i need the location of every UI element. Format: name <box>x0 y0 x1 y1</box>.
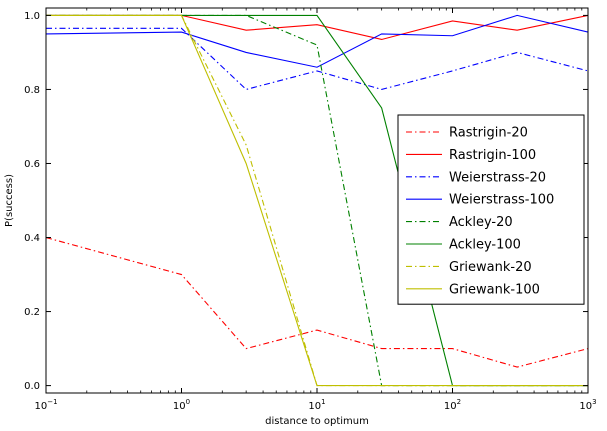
series-line-1 <box>46 14 588 41</box>
series-line-3 <box>46 14 588 68</box>
y-tick-label: 0.0 <box>24 381 40 392</box>
x-tick-base: 10 <box>579 401 592 412</box>
legend-label: Griewank-100 <box>449 282 540 297</box>
x-tick-label: 102 <box>444 398 461 412</box>
y-tick-label: 0.2 <box>24 307 40 318</box>
legend-box <box>397 114 585 305</box>
x-tick-exponent: 3 <box>592 398 596 406</box>
x-tick-base: 10 <box>173 401 186 412</box>
x-tick-base: 10 <box>308 401 321 412</box>
x-tick-label: 100 <box>173 398 190 412</box>
x-axis-label: distance to optimum <box>265 416 369 427</box>
x-tick-base: 10 <box>34 401 47 412</box>
legend-label: Weierstrass-100 <box>449 193 554 208</box>
x-tick-exponent: −1 <box>47 398 57 406</box>
x-tick-label: 10−1 <box>34 398 57 412</box>
series-line-2 <box>46 27 588 91</box>
y-tick-label: 0.4 <box>24 233 40 244</box>
x-tick-label: 101 <box>308 398 325 412</box>
legend-label: Weierstrass-20 <box>449 170 546 185</box>
y-tick-label: 0.8 <box>24 85 40 96</box>
legend: Rastrigin-20 Rastrigin-100 Weierstrass-20 W… <box>397 114 585 305</box>
series-line-7 <box>46 14 588 387</box>
y-axis-label: P(success) <box>4 174 15 227</box>
legend-label: Griewank-20 <box>449 260 532 275</box>
legend-label: Ackley-20 <box>449 215 513 230</box>
x-tick-exponent: 1 <box>321 398 325 406</box>
y-tick-label: 1.0 <box>24 11 40 22</box>
y-tick-label: 0.6 <box>24 159 40 170</box>
legend-label: Ackley-100 <box>449 238 521 253</box>
y-axis: 0.0 0.2 0.4 0.6 0.8 1.0 <box>24 11 588 392</box>
x-tick-exponent: 2 <box>457 398 461 406</box>
x-axis: 10−1 100 101 102 103 <box>34 8 597 412</box>
series-layer <box>46 14 588 387</box>
legend-label: Rastrigin-100 <box>449 148 536 163</box>
legend-label: Rastrigin-20 <box>449 126 528 141</box>
x-tick-label: 103 <box>579 398 596 412</box>
x-tick-exponent: 0 <box>186 398 190 406</box>
x-tick-base: 10 <box>444 401 457 412</box>
